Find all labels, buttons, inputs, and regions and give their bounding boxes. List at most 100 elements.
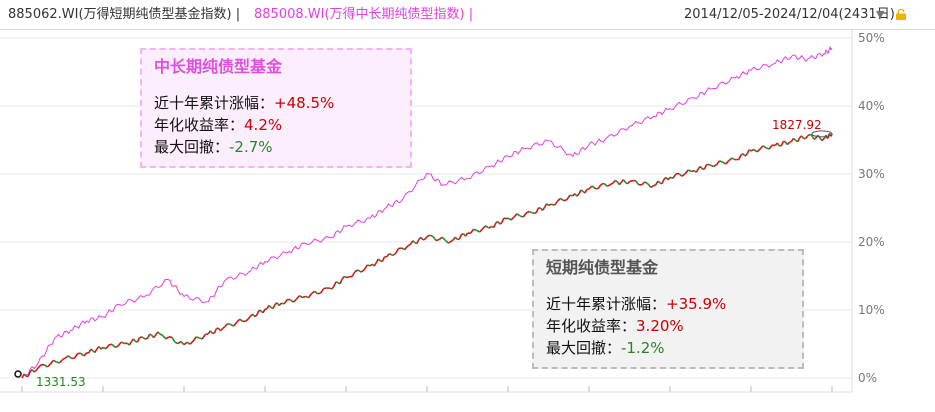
series-short-segment (479, 228, 484, 233)
series-mid-long-line[interactable] (21, 45, 833, 379)
series-short-segment (219, 328, 224, 332)
series-short-segment (401, 247, 406, 251)
series-short-segment (435, 238, 440, 242)
series-short-segment (205, 333, 209, 336)
series-short-segment (510, 216, 515, 221)
series-short-segment (765, 147, 770, 150)
series-short-segment (245, 317, 250, 322)
series-short-segment (174, 341, 179, 345)
series-short-segment (569, 194, 573, 197)
series-short-segment (422, 238, 426, 241)
series-short-segment (580, 189, 584, 193)
series-short-segment (444, 239, 449, 244)
series-short-segment (230, 323, 234, 327)
series-short-line[interactable] (21, 132, 833, 379)
series-short-segment (377, 258, 381, 262)
date-range-label[interactable]: 2014/12/05-2024/12/04(2431日) (684, 7, 895, 22)
series-short-segment (768, 144, 773, 150)
series-short-segment (274, 302, 278, 305)
series-short-segment (614, 179, 618, 183)
series-short-segment (563, 199, 567, 202)
series-short-segment (426, 234, 431, 238)
y-tick-label: 10% (858, 303, 885, 317)
series-short-segment (762, 145, 767, 149)
series2-legend-label[interactable]: 885008.WI(万得中长期纯债型指数) | (254, 7, 474, 22)
triangle-down-icon[interactable]: ▼ (876, 8, 885, 21)
row-value: 3.20% (636, 317, 684, 335)
series1-legend-label[interactable]: 885062.WI(万得短期纯债型基金指数) | (8, 7, 241, 22)
series-short-segment (295, 295, 301, 300)
row-value: +35.9% (666, 295, 727, 313)
start-marker (14, 370, 22, 378)
series-short-segment (223, 323, 229, 328)
series-short-segment (533, 211, 537, 215)
series-short-segment (756, 148, 761, 153)
series-short-segment (152, 334, 157, 339)
series-short-segment (687, 169, 692, 173)
series-short-segment (703, 164, 708, 170)
series-short-segment (501, 217, 505, 223)
series-short-segment (236, 318, 241, 323)
end-markers (14, 130, 833, 378)
series-short-segment (625, 181, 628, 185)
series-short-segment (404, 245, 409, 251)
series-short-segment (807, 133, 811, 137)
series-short-segment (250, 313, 254, 317)
series-short-segment (232, 321, 238, 327)
series-short-segment (31, 369, 35, 373)
series-short-segment (100, 346, 104, 350)
series-short-segment (441, 236, 446, 241)
series-short-segment (323, 287, 327, 290)
series-short-segment (519, 215, 524, 218)
series-short-segment (135, 340, 138, 343)
series-short-segment (27, 371, 31, 377)
series-short-segment (305, 295, 309, 299)
series-short-segment (485, 225, 490, 229)
series-short-segment (278, 302, 282, 307)
series-short-segment (432, 236, 437, 242)
series-short-segment (786, 141, 791, 146)
series-short-segment (120, 341, 125, 345)
series-short-segment (117, 341, 122, 347)
series-short-segment (292, 298, 297, 303)
series-short-segment (258, 309, 262, 312)
series-short-segment (56, 361, 60, 364)
series-short-segment (339, 279, 343, 285)
series-short-segment (37, 364, 42, 369)
series-short-segment (672, 173, 677, 179)
series-short-segment (447, 240, 452, 244)
series-short-segment (335, 281, 339, 284)
series-short-segment (644, 181, 649, 185)
series-short-segment (416, 238, 420, 244)
series-short-segment (800, 135, 805, 140)
row-label: 最大回撤： (154, 138, 230, 156)
series-short-segment (357, 269, 362, 273)
series-short-segment (576, 193, 580, 197)
series-short-segment (90, 348, 94, 352)
series-short-segment (699, 165, 704, 170)
y-tick-label: 30% (858, 167, 885, 181)
short-row-annualized: 年化收益率：3.20% (546, 315, 790, 337)
mid-long-title: 中长期纯债型基金 (154, 57, 283, 76)
series-short-segment (438, 236, 443, 241)
series-short-segment (499, 221, 503, 225)
series-short-segment (476, 229, 481, 233)
series-short-segment (143, 337, 146, 340)
series-short-segment (522, 212, 527, 218)
series-short-segment (424, 236, 428, 240)
series-short-segment (389, 252, 394, 257)
series-short-segment (145, 337, 148, 340)
series-short-segment (264, 307, 268, 311)
series-short-segment (35, 367, 39, 371)
mid-long-row-return: 近十年累计涨幅：+48.5% (154, 92, 398, 114)
series-short-segment (351, 271, 356, 277)
series-short-segment (482, 225, 487, 230)
series-short-segment (71, 357, 75, 360)
series-short-segment (719, 160, 723, 163)
series-short-segment (317, 292, 321, 295)
series-short-segment (548, 203, 552, 207)
series-short-segment (108, 343, 113, 346)
series-short-segment (557, 197, 562, 202)
series-short-segment (553, 200, 559, 206)
lock-icon[interactable] (895, 9, 907, 20)
